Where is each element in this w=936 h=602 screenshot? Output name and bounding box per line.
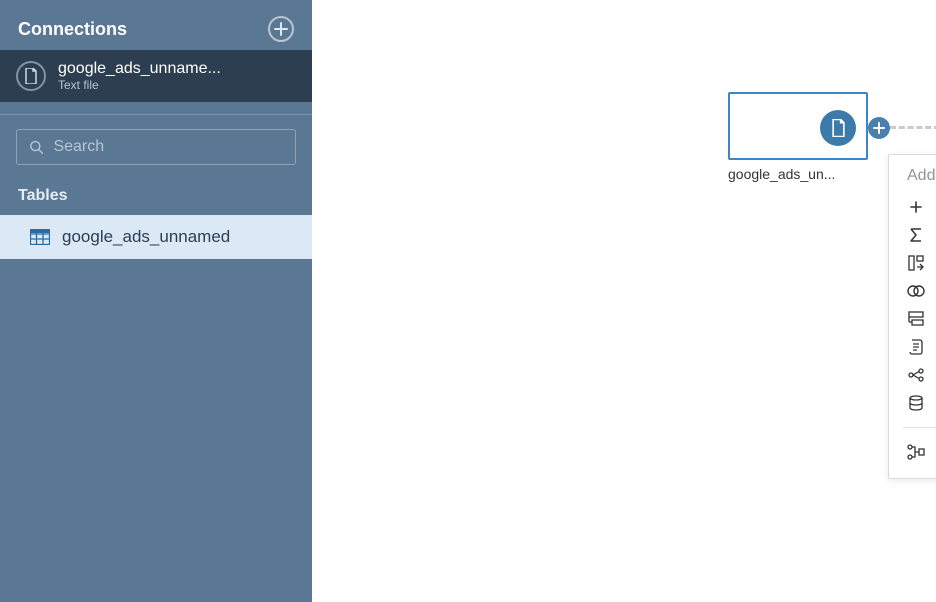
connection-text: google_ads_unname... Text file	[58, 60, 221, 92]
flow-node-label: google_ads_un...	[728, 166, 868, 182]
add-connection-button[interactable]	[268, 16, 294, 42]
menu-item-union[interactable]: Union	[889, 305, 936, 333]
node-file-icon	[820, 110, 856, 146]
script-icon	[907, 338, 925, 356]
menu-separator	[903, 427, 936, 428]
plus-icon	[873, 122, 885, 134]
join-icon	[907, 282, 925, 300]
pivot-icon	[907, 254, 925, 272]
plus-icon	[274, 22, 288, 36]
search-box[interactable]	[16, 129, 296, 165]
table-name: google_ads_unnamed	[62, 227, 230, 247]
sidebar-divider	[0, 114, 312, 115]
flow-node-box[interactable]	[728, 92, 868, 160]
plus-icon	[907, 198, 925, 216]
flow-node[interactable]: google_ads_un...	[728, 92, 868, 182]
sigma-icon	[907, 226, 925, 244]
menu-item-output[interactable]: Output	[889, 389, 936, 417]
connections-title: Connections	[18, 19, 127, 40]
connection-name: google_ads_unname...	[58, 60, 221, 78]
search-wrap	[0, 129, 312, 165]
sidebar: Connections google_ads_unname... Text fi…	[0, 0, 312, 602]
menu-item-pivot[interactable]: Pivot	[889, 249, 936, 277]
table-item[interactable]: google_ads_unnamed	[0, 215, 312, 259]
output-icon	[907, 394, 925, 412]
connector-line	[890, 126, 936, 129]
menu-item-clean-step[interactable]: Clean Step	[889, 193, 936, 221]
menu-item-prediction[interactable]: Prediction	[889, 361, 936, 389]
search-icon	[29, 139, 43, 155]
search-input[interactable]	[53, 138, 283, 156]
file-icon	[16, 61, 46, 91]
sidebar-header: Connections	[0, 0, 312, 50]
prediction-icon	[907, 366, 925, 384]
add-menu-title: Add:	[889, 165, 936, 193]
menu-item-join[interactable]: Join	[889, 277, 936, 305]
menu-item-script[interactable]: Script	[889, 333, 936, 361]
connection-subtitle: Text file	[58, 78, 221, 92]
menu-item-aggregate[interactable]: Aggregate	[889, 221, 936, 249]
tables-title: Tables	[0, 165, 312, 215]
menu-item-insert-flow[interactable]: Insert Flow	[889, 438, 936, 466]
canvas[interactable]: google_ads_un... clean data Add: Clean S…	[312, 0, 936, 602]
add-step-button[interactable]	[868, 117, 890, 139]
flow-icon	[907, 443, 925, 461]
add-menu: Add: Clean StepAggregatePivotJoinUnionSc…	[888, 154, 936, 479]
table-icon	[30, 229, 50, 245]
connection-item[interactable]: google_ads_unname... Text file	[0, 50, 312, 102]
union-icon	[907, 310, 925, 328]
